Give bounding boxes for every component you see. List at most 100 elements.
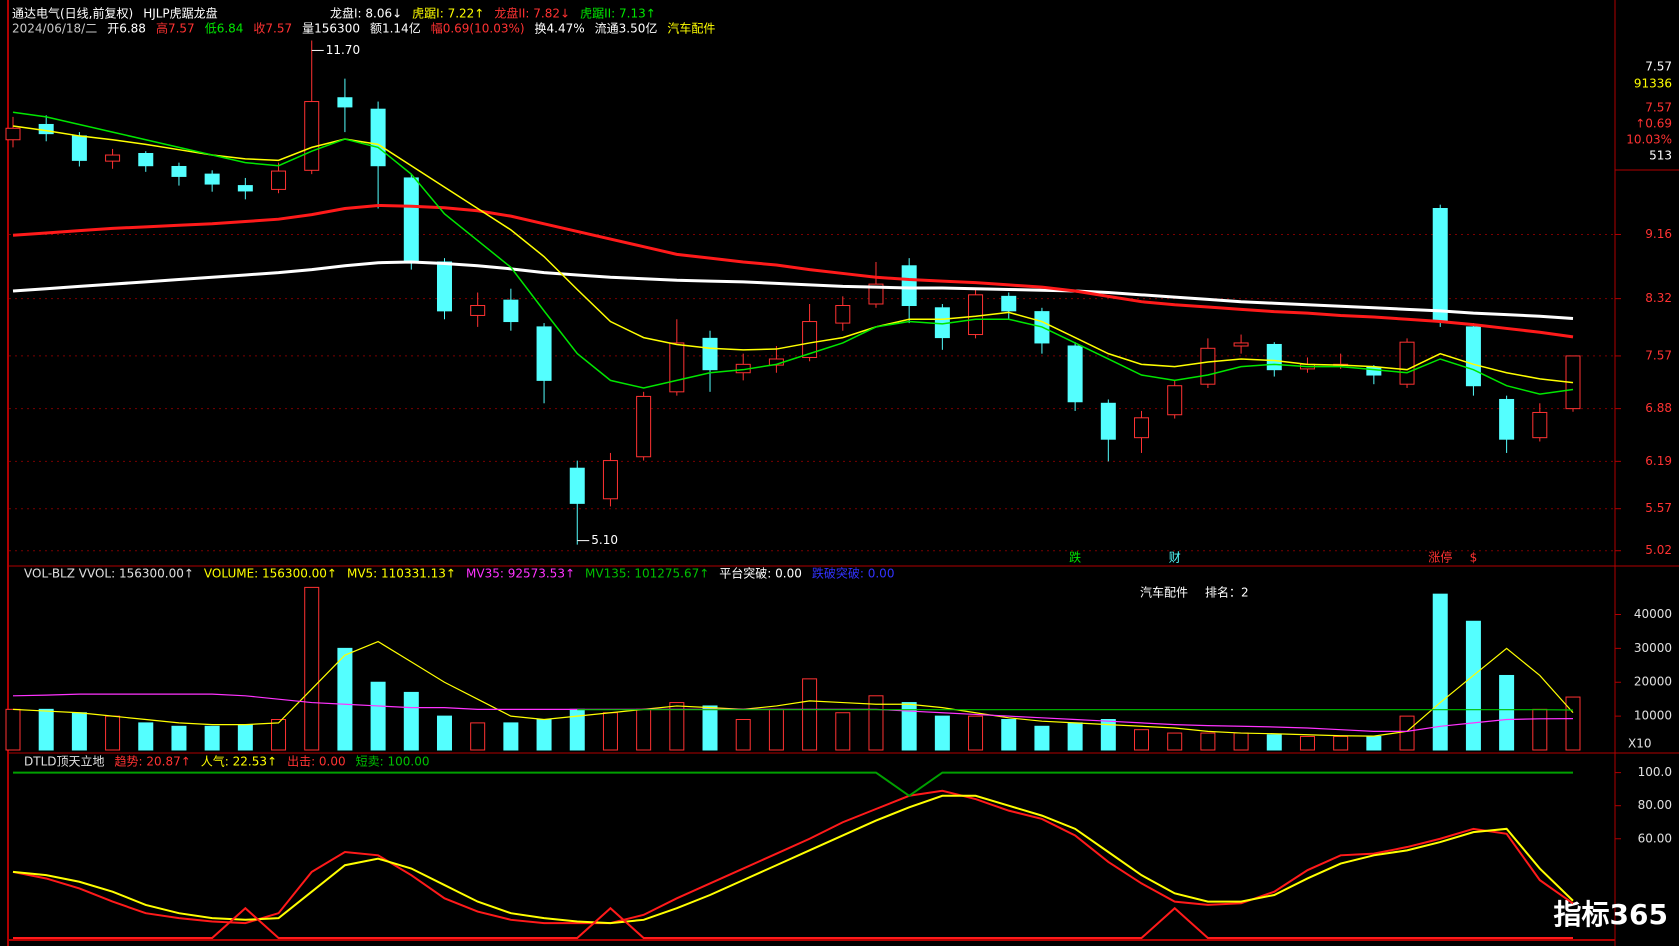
header-text: 通达电气(日线,前复权): [12, 6, 133, 21]
note: 排名：2: [1205, 585, 1249, 600]
volume-bar: [636, 708, 652, 751]
candle-body: [1100, 402, 1116, 440]
event-label: 跌: [1069, 550, 1081, 565]
volume-bar: [304, 586, 320, 751]
legend-text: 出击: 0.00: [287, 755, 346, 769]
y-tick-label: 9.16: [1645, 227, 1672, 241]
y-tick-label: 5.02: [1645, 543, 1672, 557]
candle-body: [171, 165, 187, 177]
volume-bar: [470, 722, 486, 751]
volume-bar: [1399, 715, 1415, 751]
candle-body: [436, 261, 452, 312]
quote-value: 7.57: [1645, 60, 1672, 74]
volume-bar: [337, 647, 353, 751]
volume-bar: [1266, 734, 1282, 751]
y-tick-label: 8.32: [1645, 291, 1672, 305]
candle-body: [569, 467, 585, 504]
candle-body: [1432, 208, 1448, 323]
volume-bar: [901, 702, 917, 751]
volume-bar: [1499, 674, 1515, 751]
header-text: 2024/06/18/二: [12, 22, 97, 36]
volume-bar: [1100, 719, 1116, 751]
candle-body: [602, 460, 618, 500]
legend-text: MV35: 92573.53↑: [466, 567, 575, 581]
candle-body: [901, 265, 917, 307]
volume-bar: [5, 708, 21, 751]
volume-bar: [105, 715, 121, 751]
volume-bar: [204, 725, 220, 751]
header-text: 额1.14亿: [370, 21, 421, 36]
volume-bar: [602, 712, 618, 751]
header-text: HJLP虎踞龙盘: [143, 6, 218, 21]
header-text: 流通3.50亿: [595, 21, 658, 36]
indicator-line: [12, 789, 1574, 925]
legend-text: MV5: 110331.13↑: [347, 567, 456, 581]
candle-body: [636, 395, 652, 458]
volume-bar: [1532, 708, 1548, 751]
y-tick-label: 6.19: [1645, 454, 1672, 468]
candle-body: [304, 101, 320, 171]
quote-value: ↑0.69: [1635, 117, 1672, 131]
legend-text: 人气: 22.53↑: [201, 754, 277, 769]
header-text: 低6.84: [205, 22, 244, 36]
candle-body: [1499, 398, 1515, 440]
candle-body: [503, 299, 519, 323]
volume-bar: [802, 678, 818, 751]
quote-value: 10.03%: [1626, 133, 1672, 147]
event-label: 涨停: [1428, 550, 1452, 565]
legend-text: 龙盘II: 7.82↓: [494, 6, 570, 21]
volume-bar: [38, 708, 54, 751]
candle-body: [868, 283, 884, 305]
volume-bar: [1167, 732, 1183, 751]
volume-bar: [271, 719, 287, 751]
legend-text: 虎踞I: 7.22↑: [412, 7, 484, 21]
header-text: 高7.57: [156, 21, 195, 36]
y-tick-label: 30000: [1634, 641, 1672, 655]
volume-bar: [1134, 729, 1150, 751]
volume-bar: [503, 722, 519, 751]
candle-body: [835, 305, 851, 324]
scale-label: X10: [1628, 737, 1652, 751]
y-tick-label: 40000: [1634, 607, 1672, 621]
legend-text: 平台突破: 0.00: [719, 566, 802, 581]
volume-bar: [536, 719, 552, 751]
event-label: 财: [1169, 551, 1181, 565]
candle-body: [204, 173, 220, 185]
volume-bar: [171, 725, 187, 751]
volume-bar: [1432, 593, 1448, 751]
legend-text: MV135: 101275.67↑: [585, 567, 709, 581]
y-tick-label: 20000: [1634, 675, 1672, 689]
header-text: 收7.57: [253, 22, 292, 36]
ma-line: [12, 260, 1574, 320]
y-tick-label: 7.57: [1645, 348, 1672, 362]
volume-bar: [968, 715, 984, 751]
header-text: 量156300: [302, 22, 360, 36]
legend-text: VOLUME: 156300.00↑: [204, 567, 337, 581]
candle-body: [337, 97, 353, 108]
volume-bar: [934, 715, 950, 751]
ma-line: [12, 203, 1574, 339]
legend-text: 跌破突破: 0.00: [812, 566, 895, 581]
volume-bar: [735, 719, 751, 751]
header-text: 汽车配件: [667, 21, 715, 36]
candle-body: [1200, 347, 1216, 385]
volume-bar: [1299, 735, 1315, 751]
candle-body: [1266, 343, 1282, 371]
volume-ma: [12, 640, 1574, 737]
legend-text: DTLD顶天立地: [24, 754, 105, 769]
event-label: $: [1470, 551, 1478, 565]
candle-body: [5, 127, 21, 141]
candle-body: [702, 337, 718, 371]
volume-bar: [1034, 725, 1050, 751]
annotation: 11.70: [326, 43, 360, 57]
volume-bar: [370, 681, 386, 751]
volume-bar: [1233, 732, 1249, 751]
volume-bar: [237, 724, 253, 751]
volume-bar: [1565, 696, 1581, 751]
legend-text: 龙盘I: 8.06↓: [330, 6, 402, 21]
candle-body: [403, 177, 419, 263]
candle-body: [1399, 341, 1415, 385]
candle-body: [669, 342, 685, 393]
